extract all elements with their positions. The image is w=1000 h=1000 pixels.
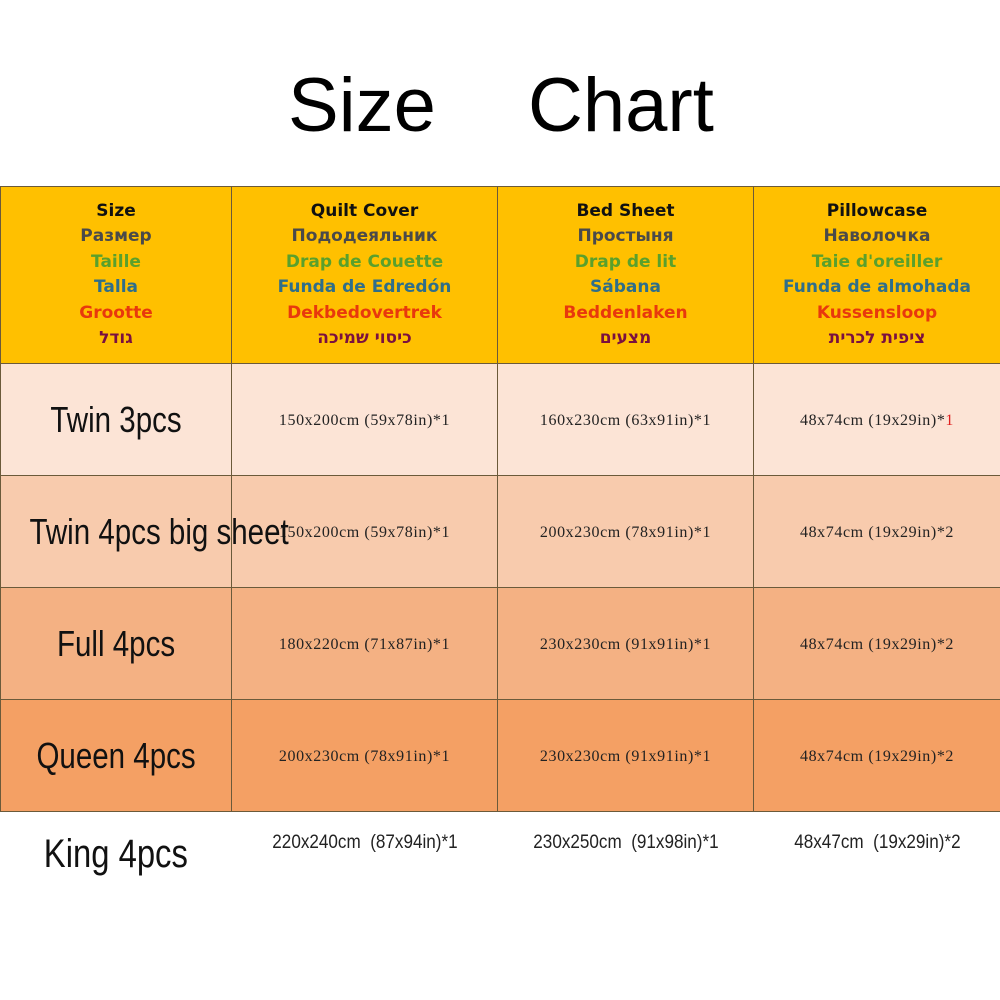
dimension-value: 150x200cm (59x78in)*1 bbox=[279, 412, 450, 429]
dimension-cell-pillowcase: 48x74cm (19x29in)*2 bbox=[753, 699, 1000, 812]
header-label: Наволочка bbox=[823, 226, 931, 246]
header-label: Drap de Couette bbox=[285, 251, 444, 272]
table-row: Twin 3pcs 150x200cm (59x78in)*1 160x230cm … bbox=[0, 363, 1000, 476]
dimension-text: 230x230cm (91x91in)*1 bbox=[539, 635, 712, 653]
dimension-cell-quilt-cover: 180x220cm (71x87in)*1 bbox=[231, 587, 498, 700]
header-label: תירכל תיפיצ bbox=[828, 328, 926, 348]
size-label: King 4pcs bbox=[43, 832, 189, 876]
dimension-text: 230x250cm (91x98in)*1 bbox=[532, 832, 719, 853]
dimension-value: 48x74cm (19x29in)*2 bbox=[800, 524, 954, 541]
title-word-chart: Chart bbox=[528, 63, 714, 148]
dimension-cell-pillowcase: 48x47cm (19x29in)*2 bbox=[753, 811, 1000, 918]
dimension-cell-quilt-cover: 150x200cm (59x78in)*1 bbox=[231, 363, 498, 476]
dimension-value: 230x250cm (91x98in)*1 bbox=[533, 832, 718, 854]
dimension-text: 48x74cm (19x29in)*2 bbox=[799, 635, 955, 653]
size-cell: Queen 4pcs bbox=[0, 699, 232, 812]
header-label: Размер bbox=[80, 226, 152, 246]
header-label: Quilt Cover bbox=[310, 200, 419, 221]
table-row: Full 4pcs 180x220cm (71x87in)*1 230x230cm … bbox=[0, 587, 1000, 700]
dimension-cell-bed-sheet: 200x230cm (78x91in)*1 bbox=[497, 475, 754, 588]
dimension-text: 150x200cm (59x78in)*1 bbox=[278, 523, 451, 541]
header-label: לדוג bbox=[99, 328, 133, 348]
header-label: Grootte bbox=[79, 302, 153, 323]
dimension-cell-pillowcase: 48x74cm (19x29in)*2 bbox=[753, 587, 1000, 700]
header-label: Funda de Edredón bbox=[277, 277, 452, 297]
header-label: םיעצמ bbox=[599, 328, 652, 348]
header-label: Pillowcase bbox=[826, 200, 928, 221]
dimension-text: 230x230cm (91x91in)*1 bbox=[539, 747, 712, 765]
header-label: הכימש יוסיכ bbox=[317, 328, 412, 348]
dimension-cell-pillowcase: 48x74cm (19x29in)*2 bbox=[753, 475, 1000, 588]
size-chart-table: Size Размер Taille Talla Grootte לדוג Quilt Co… bbox=[0, 186, 1000, 918]
header-label: Kussensloop bbox=[816, 302, 938, 323]
size-cell: Full 4pcs bbox=[0, 587, 232, 700]
size-label: Twin 4pcs big sheet bbox=[29, 510, 289, 552]
header-label: Beddenlaken bbox=[563, 302, 688, 323]
dimension-cell-bed-sheet: 230x230cm (91x91in)*1 bbox=[497, 587, 754, 700]
page-title: Size Chart bbox=[0, 62, 1000, 152]
header-label: Dekbedovertrek bbox=[287, 302, 442, 323]
dimension-text: 160x230cm (63x91in)*1 bbox=[539, 411, 712, 429]
size-cell: Twin 4pcs big sheet bbox=[0, 475, 289, 588]
dimension-text: 200x230cm (78x91in)*1 bbox=[539, 523, 712, 541]
size-label: Queen 4pcs bbox=[36, 734, 196, 776]
dimension-cell-pillowcase: 48x74cm (19x29in)*1 bbox=[753, 363, 1000, 476]
dimension-value: 48x74cm (19x29in)*1 bbox=[800, 412, 954, 429]
header-cell-bed-sheet: Bed Sheet Простыня Drap de lit Sábana Bedden… bbox=[497, 186, 754, 364]
header-cell-pillowcase: Pillowcase Наволочка Taie d'oreiller Funda … bbox=[753, 186, 1000, 364]
header-cell-size: Size Размер Taille Talla Grootte לדוג bbox=[0, 186, 232, 364]
dimension-value: 160x230cm (63x91in)*1 bbox=[540, 412, 711, 429]
header-cell-quilt-cover: Quilt Cover Пододеяльник Drap de Couette Fu… bbox=[231, 186, 498, 364]
dimension-value: 150x200cm (59x78in)*1 bbox=[279, 524, 450, 541]
dimension-value: 48x47cm (19x29in)*2 bbox=[794, 832, 960, 854]
dimension-value: 48x74cm (19x29in)*2 bbox=[800, 636, 954, 653]
header-label: Drap de lit bbox=[574, 251, 677, 272]
size-cell: King 4pcs bbox=[0, 811, 232, 918]
dimension-text: 180x220cm (71x87in)*1 bbox=[278, 635, 451, 653]
dimension-value: 180x220cm (71x87in)*1 bbox=[279, 636, 450, 653]
dimension-text: 200x230cm (78x91in)*1 bbox=[278, 747, 451, 765]
title-word-size: Size bbox=[288, 63, 436, 148]
header-label: Bed Sheet bbox=[576, 200, 675, 221]
dimension-text: 48x74cm (19x29in)* bbox=[799, 411, 946, 429]
size-label: Twin 3pcs bbox=[50, 398, 182, 440]
dimension-value: 200x230cm (78x91in)*1 bbox=[279, 748, 450, 765]
size-chart-body: Size Размер Taille Talla Grootte לדוג Quilt Co… bbox=[0, 186, 1000, 918]
dimension-cell-bed-sheet: 230x230cm (91x91in)*1 bbox=[497, 699, 754, 812]
dimension-value: 230x230cm (91x91in)*1 bbox=[540, 748, 711, 765]
header-label: Taie d'oreiller bbox=[811, 251, 943, 272]
size-label: Full 4pcs bbox=[56, 622, 176, 664]
quantity-accent: 1 bbox=[945, 411, 955, 429]
header-label: Funda de almohada bbox=[782, 277, 972, 297]
header-label: Простыня bbox=[577, 226, 674, 246]
dimension-cell-bed-sheet: 230x250cm (91x98in)*1 bbox=[497, 811, 754, 918]
size-cell: Twin 3pcs bbox=[0, 363, 232, 476]
dimension-cell-bed-sheet: 160x230cm (63x91in)*1 bbox=[497, 363, 754, 476]
header-row: Size Размер Taille Talla Grootte לדוג Quilt Co… bbox=[0, 186, 1000, 364]
dimension-text: 48x74cm (19x29in)*2 bbox=[799, 523, 955, 541]
header-label: Talla bbox=[93, 277, 138, 297]
dimension-text: 220x240cm (87x94in)*1 bbox=[271, 832, 458, 853]
dimension-cell-quilt-cover: 220x240cm (87x94in)*1 bbox=[231, 811, 498, 918]
table-row: Queen 4pcs 200x230cm (78x91in)*1 230x230cm… bbox=[0, 699, 1000, 812]
dimension-cell-quilt-cover: 150x200cm (59x78in)*1 bbox=[231, 475, 498, 588]
table-row: Twin 4pcs big sheet 150x200cm (59x78in)*1… bbox=[0, 475, 1000, 588]
dimension-cell-quilt-cover: 200x230cm (78x91in)*1 bbox=[231, 699, 498, 812]
dimension-value: 230x230cm (91x91in)*1 bbox=[540, 636, 711, 653]
dimension-value: 200x230cm (78x91in)*1 bbox=[540, 524, 711, 541]
header-label: Taille bbox=[91, 251, 141, 272]
dimension-value: 220x240cm (87x94in)*1 bbox=[272, 832, 457, 854]
table-row: King 4pcs 220x240cm (87x94in)*1 230x250cm … bbox=[0, 811, 1000, 918]
dimension-text: 150x200cm (59x78in)*1 bbox=[278, 411, 451, 429]
dimension-value: 48x74cm (19x29in)*2 bbox=[800, 748, 954, 765]
header-label: Size bbox=[96, 200, 136, 221]
header-label: Пододеяльник bbox=[291, 226, 438, 246]
dimension-text: 48x74cm (19x29in)*2 bbox=[799, 747, 955, 765]
header-label: Sábana bbox=[590, 277, 661, 297]
dimension-text: 48x47cm (19x29in)*2 bbox=[793, 832, 961, 853]
